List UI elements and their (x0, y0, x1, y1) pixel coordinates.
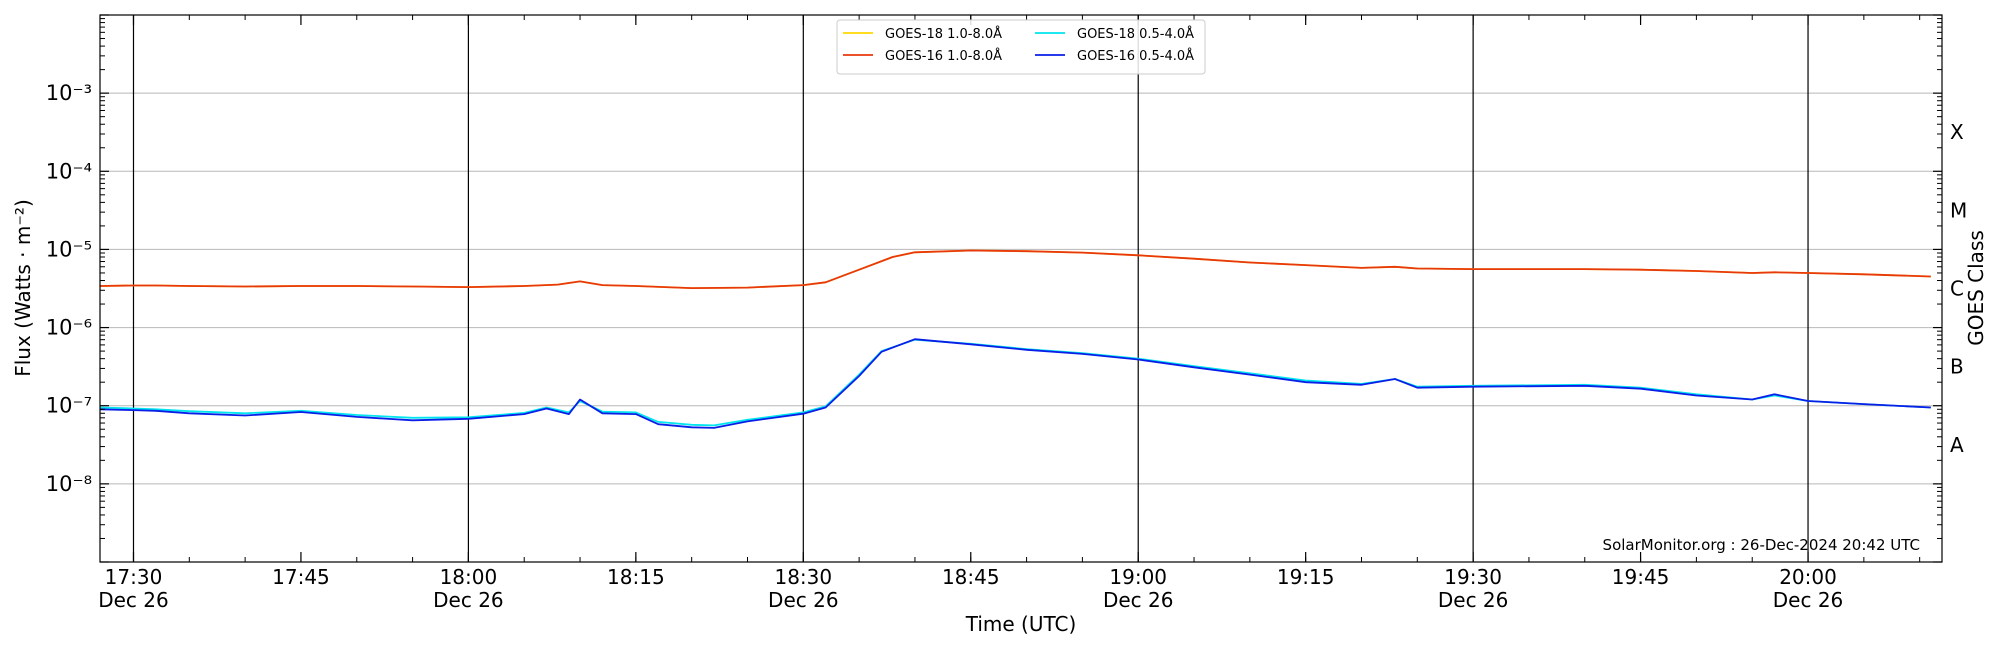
x-tick-date-label: Dec 26 (1773, 588, 1844, 612)
day-marker-lines (132, 15, 1809, 562)
x-tick-date-label: Dec 26 (433, 588, 504, 612)
x-tick-label: 18:00 (440, 565, 498, 589)
x-tick-label: 18:45 (942, 565, 1000, 589)
tick-layer (100, 14, 1942, 563)
goes-class-label: A (1950, 433, 1964, 457)
x-axis-label: Time (UTC) (965, 612, 1077, 636)
x-tick-label: 17:30 (105, 565, 163, 589)
x-tick-label: 18:15 (607, 565, 665, 589)
x-tick-date-label: Dec 26 (98, 588, 169, 612)
y-tick-label: 10⁻⁸ (46, 472, 92, 496)
x-tick-date-label: Dec 26 (1438, 588, 1509, 612)
goes-class-label: X (1950, 120, 1964, 144)
grid-layer (100, 92, 1942, 485)
x-tick-label: 17:45 (272, 565, 330, 589)
legend-box (836, 19, 1206, 75)
credit-annotation: SolarMonitor.org : 26-Dec-2024 20:42 UTC (1603, 536, 1920, 554)
legend-label: GOES-16 0.5-4.0Å (1077, 48, 1194, 64)
series-line (99, 249, 1931, 290)
series-line (99, 338, 1931, 427)
x-tick-label: 19:15 (1277, 565, 1335, 589)
x-tick-label: 19:00 (1109, 565, 1167, 589)
x-tick-date-label: Dec 26 (768, 588, 839, 612)
y-tick-label: 10⁻³ (46, 81, 92, 105)
plot-frame (99, 14, 1943, 563)
goes-class-label: B (1950, 355, 1964, 379)
legend-label: GOES-18 1.0-8.0Å (885, 26, 1002, 42)
y-tick-label: 10⁻⁷ (46, 394, 92, 418)
legend: GOES-18 1.0-8.0Å GOES-16 1.0-8.0Å GOES-18 … (836, 19, 1206, 75)
y-tick-label: 10⁻⁴ (46, 159, 92, 183)
y2-axis-label: GOES Class (1964, 230, 1988, 346)
x-tick-label: 20:00 (1779, 565, 1837, 589)
x-tick-label: 18:30 (774, 565, 832, 589)
series-line (99, 338, 1931, 429)
x-tick-date-label: Dec 26 (1103, 588, 1174, 612)
y-tick-label: 10⁻⁵ (46, 237, 92, 261)
legend-label: GOES-16 1.0-8.0Å (885, 48, 1002, 64)
y-tick-label: 10⁻⁶ (46, 316, 92, 340)
x-tick-label: 19:30 (1444, 565, 1502, 589)
series-layer (99, 249, 1931, 429)
legend-label: GOES-18 0.5-4.0Å (1077, 26, 1194, 42)
goes-class-label: C (1950, 277, 1964, 301)
y-axis-label: Flux (Watts · m⁻²) (11, 199, 35, 377)
x-tick-label: 19:45 (1612, 565, 1670, 589)
goes-class-label: M (1950, 198, 1967, 222)
